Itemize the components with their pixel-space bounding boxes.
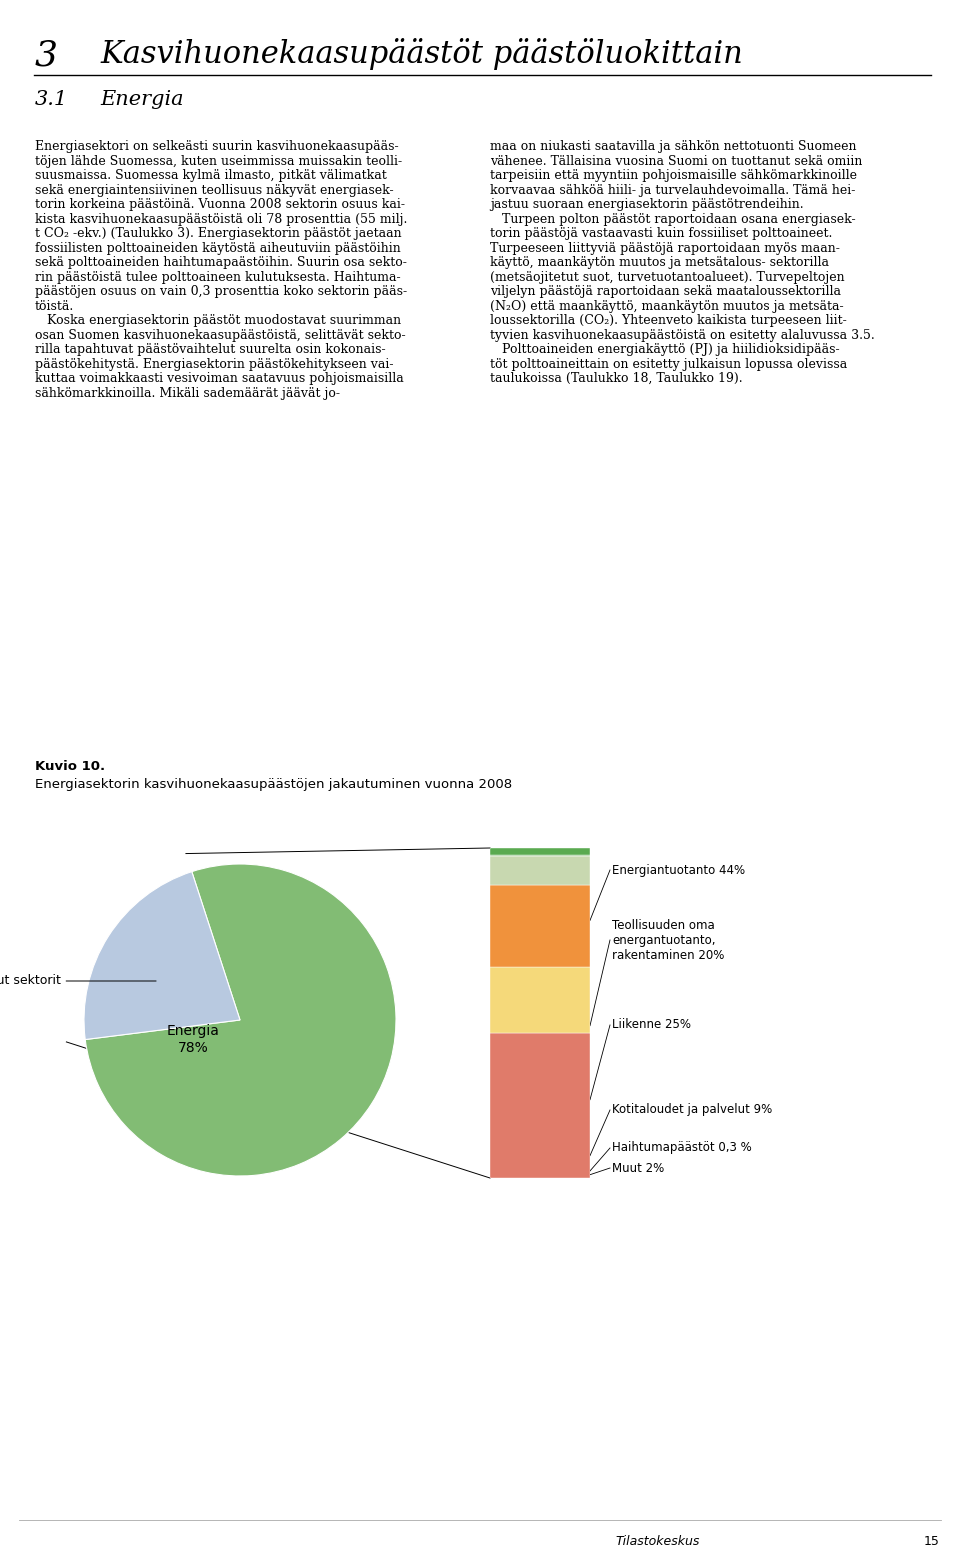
Text: 15: 15 (924, 1535, 940, 1548)
Bar (490, 1034, 590, 1179)
Text: t CO₂ -ekv.) (Taulukko 3). Energiasektorin päästöt jaetaan: t CO₂ -ekv.) (Taulukko 3). Energiasektor… (35, 227, 401, 240)
Text: rilla tapahtuvat päästövaihtelut suurelta osin kokonais-: rilla tapahtuvat päästövaihtelut suurelt… (35, 343, 386, 357)
Text: kuttaa voimakkaasti vesivoiman saatavuus pohjoismaisilla: kuttaa voimakkaasti vesivoiman saatavuus… (35, 372, 404, 385)
Text: Energiasektori on selkeästi suurin kasvihuonekaasupääs-: Energiasektori on selkeästi suurin kasvi… (35, 140, 398, 153)
Bar (490, 849, 590, 855)
Text: Kuvio 10.: Kuvio 10. (35, 760, 106, 772)
Text: viljelyn päästöjä raportoidaan sekä maataloussektorilla: viljelyn päästöjä raportoidaan sekä maat… (490, 285, 841, 297)
Text: loussektorilla (CO₂). Yhteenveto kaikista turpeeseen liit-: loussektorilla (CO₂). Yhteenveto kaikist… (490, 315, 847, 327)
Text: rin päästöistä tulee polttoaineen kulutuksesta. Haihtuma-: rin päästöistä tulee polttoaineen kulutu… (35, 271, 400, 283)
Text: 3.1: 3.1 (35, 90, 68, 109)
Text: kista kasvihuonekaasupäästöistä oli 78 prosenttia (55 milj.: kista kasvihuonekaasupäästöistä oli 78 p… (35, 212, 407, 226)
Text: päästökehitystä. Energiasektorin päästökehitykseen vai-: päästökehitystä. Energiasektorin päästök… (35, 358, 394, 371)
Bar (490, 855, 590, 886)
Text: Kasvihuonekaasupäästöt päästöluokittain: Kasvihuonekaasupäästöt päästöluokittain (100, 37, 743, 70)
Text: Kotitaloudet ja palvelut 9%: Kotitaloudet ja palvelut 9% (612, 1104, 772, 1116)
Text: fossiilisten polttoaineiden käytöstä aiheutuviin päästöihin: fossiilisten polttoaineiden käytöstä aih… (35, 241, 400, 254)
Text: Polttoaineiden energiakäyttö (PJ) ja hiilidioksidipääs-: Polttoaineiden energiakäyttö (PJ) ja hii… (490, 343, 840, 357)
Bar (490, 886, 590, 967)
Text: käyttö, maankäytön muutos ja metsätalous- sektorilla: käyttö, maankäytön muutos ja metsätalous… (490, 255, 829, 269)
Wedge shape (85, 864, 396, 1176)
Text: Muut 2%: Muut 2% (612, 1162, 664, 1174)
Text: torin päästöjä vastaavasti kuin fossiiliset polttoaineet.: torin päästöjä vastaavasti kuin fossiili… (490, 227, 832, 240)
Text: sekä energiaintensiivinen teollisuus näkyvät energiasek-: sekä energiaintensiivinen teollisuus näk… (35, 184, 394, 196)
Text: tyvien kasvihuonekaasupäästöistä on esitetty alaluvussa 3.5.: tyvien kasvihuonekaasupäästöistä on esit… (490, 329, 875, 341)
Text: Tilastokeskus: Tilastokeskus (615, 1535, 700, 1548)
Text: taulukoissa (Taulukko 18, Taulukko 19).: taulukoissa (Taulukko 18, Taulukko 19). (490, 372, 743, 385)
Text: sekä polttoaineiden haihtumapaästöihin. Suurin osa sekto-: sekä polttoaineiden haihtumapaästöihin. … (35, 255, 407, 269)
Bar (490, 967, 590, 1034)
Text: 3: 3 (35, 37, 58, 72)
Text: tarpeisiin että myyntiin pohjoismaisille sähkömarkkinoille: tarpeisiin että myyntiin pohjoismaisille… (490, 170, 857, 182)
Text: Energia
78%: Energia 78% (167, 1025, 220, 1054)
Text: Turpeeseen liittyviä päästöjä raportoidaan myös maan-: Turpeeseen liittyviä päästöjä raportoida… (490, 241, 840, 254)
Text: päästöjen osuus on vain 0,3 prosenttia koko sektorin pääs-: päästöjen osuus on vain 0,3 prosenttia k… (35, 285, 407, 297)
Text: Turpeen polton päästöt raportoidaan osana energiasek-: Turpeen polton päästöt raportoidaan osan… (490, 212, 855, 226)
Text: töjen lähde Suomessa, kuten useimmissa muissakin teolli-: töjen lähde Suomessa, kuten useimmissa m… (35, 154, 402, 168)
Text: Koska energiasektorin päästöt muodostavat suurimman: Koska energiasektorin päästöt muodostava… (35, 315, 401, 327)
Text: Liikenne 25%: Liikenne 25% (612, 1018, 691, 1031)
Text: (N₂O) että maankäyttö, maankäytön muutos ja metsäta-: (N₂O) että maankäyttö, maankäytön muutos… (490, 299, 844, 313)
Text: Energiasektorin kasvihuonekaasupäästöjen jakautuminen vuonna 2008: Energiasektorin kasvihuonekaasupäästöjen… (35, 778, 512, 791)
Text: osan Suomen kasvihuonekaasupäästöistä, selittävät sekto-: osan Suomen kasvihuonekaasupäästöistä, s… (35, 329, 406, 341)
Text: töistä.: töistä. (35, 299, 74, 313)
Text: Energiantuotanto 44%: Energiantuotanto 44% (612, 864, 745, 877)
Text: korvaavaa sähköä hiili- ja turvelauhdevoimalla. Tämä hei-: korvaavaa sähköä hiili- ja turvelauhdevo… (490, 184, 855, 196)
Text: suusmaissa. Suomessa kylmä ilmasto, pitkät välimatkat: suusmaissa. Suomessa kylmä ilmasto, pitk… (35, 170, 387, 182)
Text: Teollisuuden oma
energantuotanto,
rakentaminen 20%: Teollisuuden oma energantuotanto, rakent… (612, 919, 725, 962)
Text: sähkömarkkinoilla. Mikäli sademäärät jäävät jo-: sähkömarkkinoilla. Mikäli sademäärät jää… (35, 386, 340, 400)
Wedge shape (84, 872, 240, 1040)
Text: töt polttoaineittain on esitetty julkaisun lopussa olevissa: töt polttoaineittain on esitetty julkais… (490, 358, 848, 371)
Text: Energia: Energia (100, 90, 183, 109)
Text: (metsäojitetut suot, turvetuotantoalueet). Turvepeltojen: (metsäojitetut suot, turvetuotantoalueet… (490, 271, 845, 283)
Text: vähenee. Tällaisina vuosina Suomi on tuottanut sekä omiin: vähenee. Tällaisina vuosina Suomi on tuo… (490, 154, 862, 168)
Text: Haihtumapäästöt 0,3 %: Haihtumapäästöt 0,3 % (612, 1141, 752, 1154)
Text: torin korkeina päästöinä. Vuonna 2008 sektorin osuus kai-: torin korkeina päästöinä. Vuonna 2008 se… (35, 198, 405, 212)
Text: jastuu suoraan energiasektorin päästötrendeihin.: jastuu suoraan energiasektorin päästötre… (490, 198, 804, 212)
Text: Muut sektorit: Muut sektorit (0, 975, 156, 987)
Text: maa on niukasti saatavilla ja sähkön nettotuonti Suomeen: maa on niukasti saatavilla ja sähkön net… (490, 140, 856, 153)
